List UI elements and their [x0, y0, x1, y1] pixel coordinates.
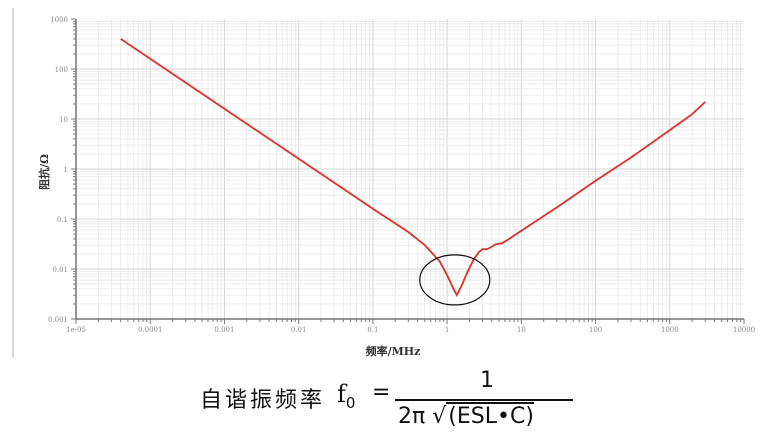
y-tick-label: 1000	[50, 16, 68, 24]
formula-denominator: 2π √(ESL•C)	[398, 402, 534, 429]
x-tick-label: 1000	[661, 326, 679, 334]
x-tick-label: 0.01	[291, 326, 307, 334]
x-axis-label: 频率/MHz	[366, 344, 421, 358]
x-tick-label: 10000	[733, 326, 755, 334]
x-tick-label: 0.001	[214, 326, 234, 334]
x-tick-label: 1e-05	[66, 326, 86, 334]
axes	[71, 18, 745, 324]
formula-equals: =	[372, 380, 391, 405]
impedance-chart: 1e-05 0.0001 0.001 0.01 0.1 1 10 100 1000 10000 0…	[12, 8, 755, 358]
radicand: (ESL•C)	[446, 402, 534, 429]
y-tick-label: 0.1	[57, 216, 68, 224]
sqrt-icon: √	[432, 404, 447, 429]
x-tick-labels: 1e-05 0.0001 0.001 0.01 0.1 1 10 100 1000 10000	[66, 326, 755, 334]
formula-label: 自谐振频率	[200, 388, 326, 413]
x-tick-label: 0.1	[367, 326, 378, 334]
impedance-curve	[120, 38, 706, 298]
formula-variable: f0	[337, 380, 355, 412]
two-pi: 2π	[398, 404, 426, 429]
resonance-ellipse	[419, 254, 491, 306]
y-tick-labels: 0.001 0.01 0.1 1 10 100 1000	[48, 16, 68, 324]
x-tick-label: 10	[517, 326, 526, 334]
y-tick-label: 0.01	[52, 266, 68, 274]
x-tick-label: 100	[589, 326, 602, 334]
y-axis-label: 阻抗/Ω	[37, 154, 51, 190]
x-tick-label: 0.0001	[138, 326, 163, 334]
y-tick-label: 10	[59, 116, 68, 124]
y-tick-label: 1	[64, 166, 68, 174]
self-resonance-formula: 自谐振频率 f0 = 1 2π √(ESL•C)	[200, 368, 580, 434]
formula-f: f	[337, 380, 346, 408]
formula-subscript: 0	[345, 393, 356, 412]
x-tick-label: 1	[445, 326, 449, 334]
grid	[75, 19, 744, 320]
formula-numerator: 1	[480, 368, 494, 393]
y-tick-label: 0.001	[48, 316, 68, 324]
y-tick-label: 100	[55, 66, 68, 74]
fraction-bar	[395, 399, 573, 401]
